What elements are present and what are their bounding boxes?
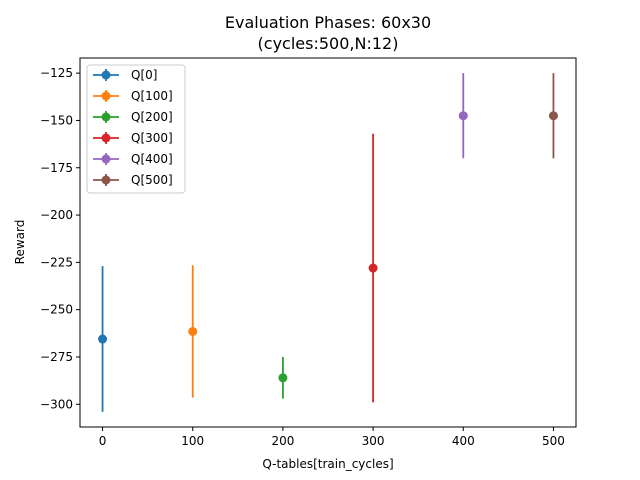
plot-frame xyxy=(79,57,577,428)
y-tick-label: −225 xyxy=(40,255,73,269)
data-point xyxy=(98,334,108,344)
series-2 xyxy=(278,356,288,399)
legend: Q[0] Q[100] Q[200] Q[300] Q[400] Q[500] xyxy=(86,64,186,194)
legend-label: Q[200] xyxy=(131,110,173,124)
x-tick-label: 100 xyxy=(181,434,204,448)
y-tick-label: −125 xyxy=(40,66,73,80)
series-3 xyxy=(368,133,378,403)
x-tick-label: 0 xyxy=(99,434,107,448)
y-tick-label: −300 xyxy=(40,397,73,411)
series-1 xyxy=(188,265,198,398)
legend-label: Q[500] xyxy=(131,173,173,187)
series-5 xyxy=(548,73,558,159)
chart-subtitle: (cycles:500,N:12) xyxy=(258,34,399,53)
y-tick-label: −175 xyxy=(40,161,73,175)
legend-marker xyxy=(101,70,111,80)
legend-label: Q[100] xyxy=(131,89,173,103)
legend-marker xyxy=(101,112,111,122)
legend-entry: Q[500] xyxy=(93,173,173,187)
legend-label: Q[0] xyxy=(131,68,157,82)
data-point xyxy=(278,373,288,383)
series-0 xyxy=(98,266,108,412)
x-axis-label: Q-tables[train_cycles] xyxy=(262,457,393,471)
x-tick-label: 300 xyxy=(362,434,385,448)
legend-frame xyxy=(86,64,186,194)
y-axis-ticks: −125 −150 −175 −200 −225 −250 −275 −300 xyxy=(40,66,80,411)
y-tick-label: −250 xyxy=(40,303,73,317)
data-point xyxy=(458,111,468,121)
legend-entry: Q[0] xyxy=(93,68,157,82)
data-point xyxy=(548,111,558,121)
legend-label: Q[300] xyxy=(131,131,173,145)
legend-entry: Q[200] xyxy=(93,110,173,124)
legend-entry: Q[100] xyxy=(93,89,173,103)
plot-area xyxy=(79,57,577,428)
legend-entry: Q[300] xyxy=(93,131,173,145)
y-axis-label: Reward xyxy=(13,220,27,265)
legend-marker xyxy=(101,133,111,143)
data-point xyxy=(188,326,198,336)
x-tick-label: 500 xyxy=(542,434,565,448)
series-4 xyxy=(458,73,468,159)
legend-entry: Q[400] xyxy=(93,152,173,166)
legend-marker xyxy=(101,175,111,185)
chart-title: Evaluation Phases: 60x30 xyxy=(225,13,431,32)
x-tick-label: 400 xyxy=(452,434,475,448)
legend-marker xyxy=(101,91,111,101)
legend-label: Q[400] xyxy=(131,152,173,166)
legend-marker xyxy=(101,154,111,164)
x-tick-label: 200 xyxy=(271,434,294,448)
series-layer xyxy=(98,73,558,412)
y-tick-label: −200 xyxy=(40,208,73,222)
x-axis-ticks: 0 100 200 300 400 500 xyxy=(99,427,565,448)
y-tick-label: −150 xyxy=(40,113,73,127)
y-tick-label: −275 xyxy=(40,350,73,364)
data-point xyxy=(368,263,378,273)
